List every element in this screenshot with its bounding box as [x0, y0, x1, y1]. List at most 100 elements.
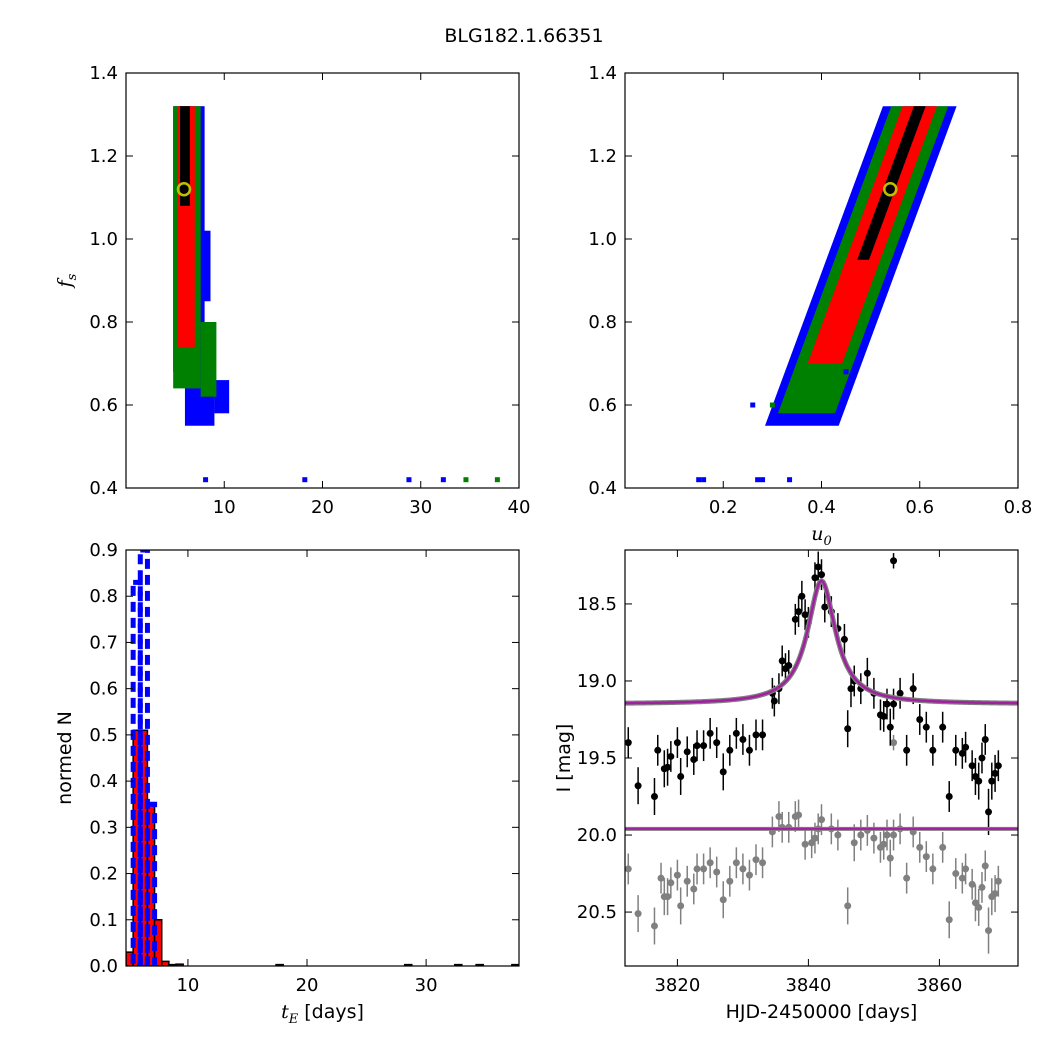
- residual-point: [952, 870, 960, 878]
- histogram-bar-selected: [137, 550, 150, 966]
- y-tick-label: 0.4: [89, 771, 118, 792]
- x-tick-label: 40: [508, 497, 531, 518]
- histogram-bar: [275, 963, 284, 966]
- model-curve: [625, 579, 1018, 705]
- residual-point: [929, 865, 937, 873]
- residual-point: [775, 813, 783, 821]
- chain-point-blue: [787, 477, 793, 483]
- data-point: [968, 762, 976, 770]
- confidence-region-blue: [200, 230, 211, 302]
- chain-point-blue: [760, 477, 766, 483]
- data-point: [886, 723, 894, 731]
- residual-point: [994, 877, 1002, 885]
- y-tick-label: 19.5: [577, 748, 617, 769]
- residual-point: [968, 880, 976, 888]
- residual-point: [981, 862, 989, 870]
- y-tick-label: 1.0: [89, 229, 118, 250]
- residual-point: [903, 874, 911, 882]
- data-point: [890, 557, 898, 565]
- plot-frame: [125, 549, 520, 967]
- te-histogram-panel: 10 20 30 0.0 0.1 0.2 0.3 0.4 0.5 0.6 0.7 0.8 0.9 tE […: [54, 540, 520, 1027]
- chain-point-blue: [406, 477, 412, 483]
- residual-point: [625, 865, 632, 873]
- y-tick-label: 19.0: [577, 671, 617, 692]
- y-tick-label: 20.5: [577, 902, 617, 923]
- y-tick-label: 0.8: [588, 312, 617, 333]
- residual-point: [844, 902, 852, 910]
- y-tick-label: 0.9: [89, 540, 118, 561]
- data-point: [664, 763, 672, 771]
- data-point: [726, 746, 734, 754]
- histogram-bar: [403, 963, 413, 966]
- plot-area: [625, 551, 1018, 954]
- data-point: [745, 746, 753, 754]
- data-point: [903, 746, 911, 754]
- y-tick-label: 18.5: [577, 594, 617, 615]
- data-point: [939, 723, 947, 731]
- data-point: [683, 748, 691, 756]
- data-point: [759, 731, 767, 739]
- data-point: [778, 657, 786, 665]
- chain-point-blue: [755, 477, 761, 483]
- x-tick-label: 3840: [785, 975, 831, 996]
- residual-point: [886, 854, 894, 862]
- data-point: [801, 611, 809, 619]
- residual-point: [916, 843, 924, 851]
- data-point: [929, 746, 937, 754]
- x-tick-label: 3860: [916, 975, 962, 996]
- x-tick-label: 3820: [654, 975, 700, 996]
- y-tick-label: 0.0: [89, 956, 118, 977]
- data-point: [814, 563, 822, 571]
- histogram-bar: [453, 963, 463, 966]
- x-tick-label: 10: [213, 497, 236, 518]
- residual-point: [801, 840, 809, 848]
- histogram-bar-selected: [144, 801, 158, 966]
- residual-point: [958, 874, 966, 882]
- data-point: [739, 736, 747, 744]
- data-point: [690, 756, 698, 764]
- data-point: [952, 746, 960, 754]
- residual-point: [962, 865, 970, 873]
- x-tick-label: 20: [296, 975, 319, 996]
- residual-point: [677, 902, 685, 910]
- data-point: [752, 731, 760, 739]
- x-axis-label: tE [days]: [281, 1001, 364, 1027]
- data-point: [770, 697, 778, 705]
- data-point: [945, 793, 953, 801]
- residual-point: [880, 840, 888, 848]
- y-tick-label: 0.6: [89, 395, 118, 416]
- y-axis-label: I [mag]: [553, 724, 575, 793]
- histogram-bar: [511, 963, 519, 966]
- residual-point: [752, 856, 760, 864]
- data-point: [667, 752, 675, 760]
- model-curve-alt: [625, 577, 1018, 706]
- x-tick-label: 0.2: [709, 497, 738, 518]
- residual-point: [811, 834, 819, 842]
- confidence-region-blue: [214, 380, 230, 414]
- chain-point-green: [463, 477, 469, 483]
- y-tick-label: 1.2: [89, 146, 118, 167]
- data-point: [978, 754, 986, 762]
- data-point: [991, 769, 999, 777]
- residual-point: [634, 910, 642, 918]
- residual-point: [818, 816, 825, 824]
- x-axis-label: HJD-2450000 [days]: [726, 1001, 918, 1023]
- chain-point-blue: [440, 477, 446, 483]
- chain-point-blue: [843, 369, 849, 375]
- plot-area: [126, 550, 519, 966]
- data-point: [700, 742, 708, 750]
- x-tick-label: 0.8: [1004, 497, 1033, 518]
- y-tick-label: 1.0: [588, 229, 617, 250]
- residual-point: [975, 903, 983, 911]
- confidence-region-green: [200, 322, 217, 397]
- residual-point: [690, 885, 698, 893]
- data-point: [795, 608, 803, 616]
- residual-point: [991, 890, 999, 898]
- residual-point: [719, 896, 727, 904]
- data-point: [713, 739, 721, 747]
- x-tick-label: 20: [311, 497, 334, 518]
- data-point: [985, 808, 993, 816]
- y-tick-label: 20.0: [577, 825, 617, 846]
- residual-point: [739, 865, 747, 873]
- data-point: [821, 603, 829, 611]
